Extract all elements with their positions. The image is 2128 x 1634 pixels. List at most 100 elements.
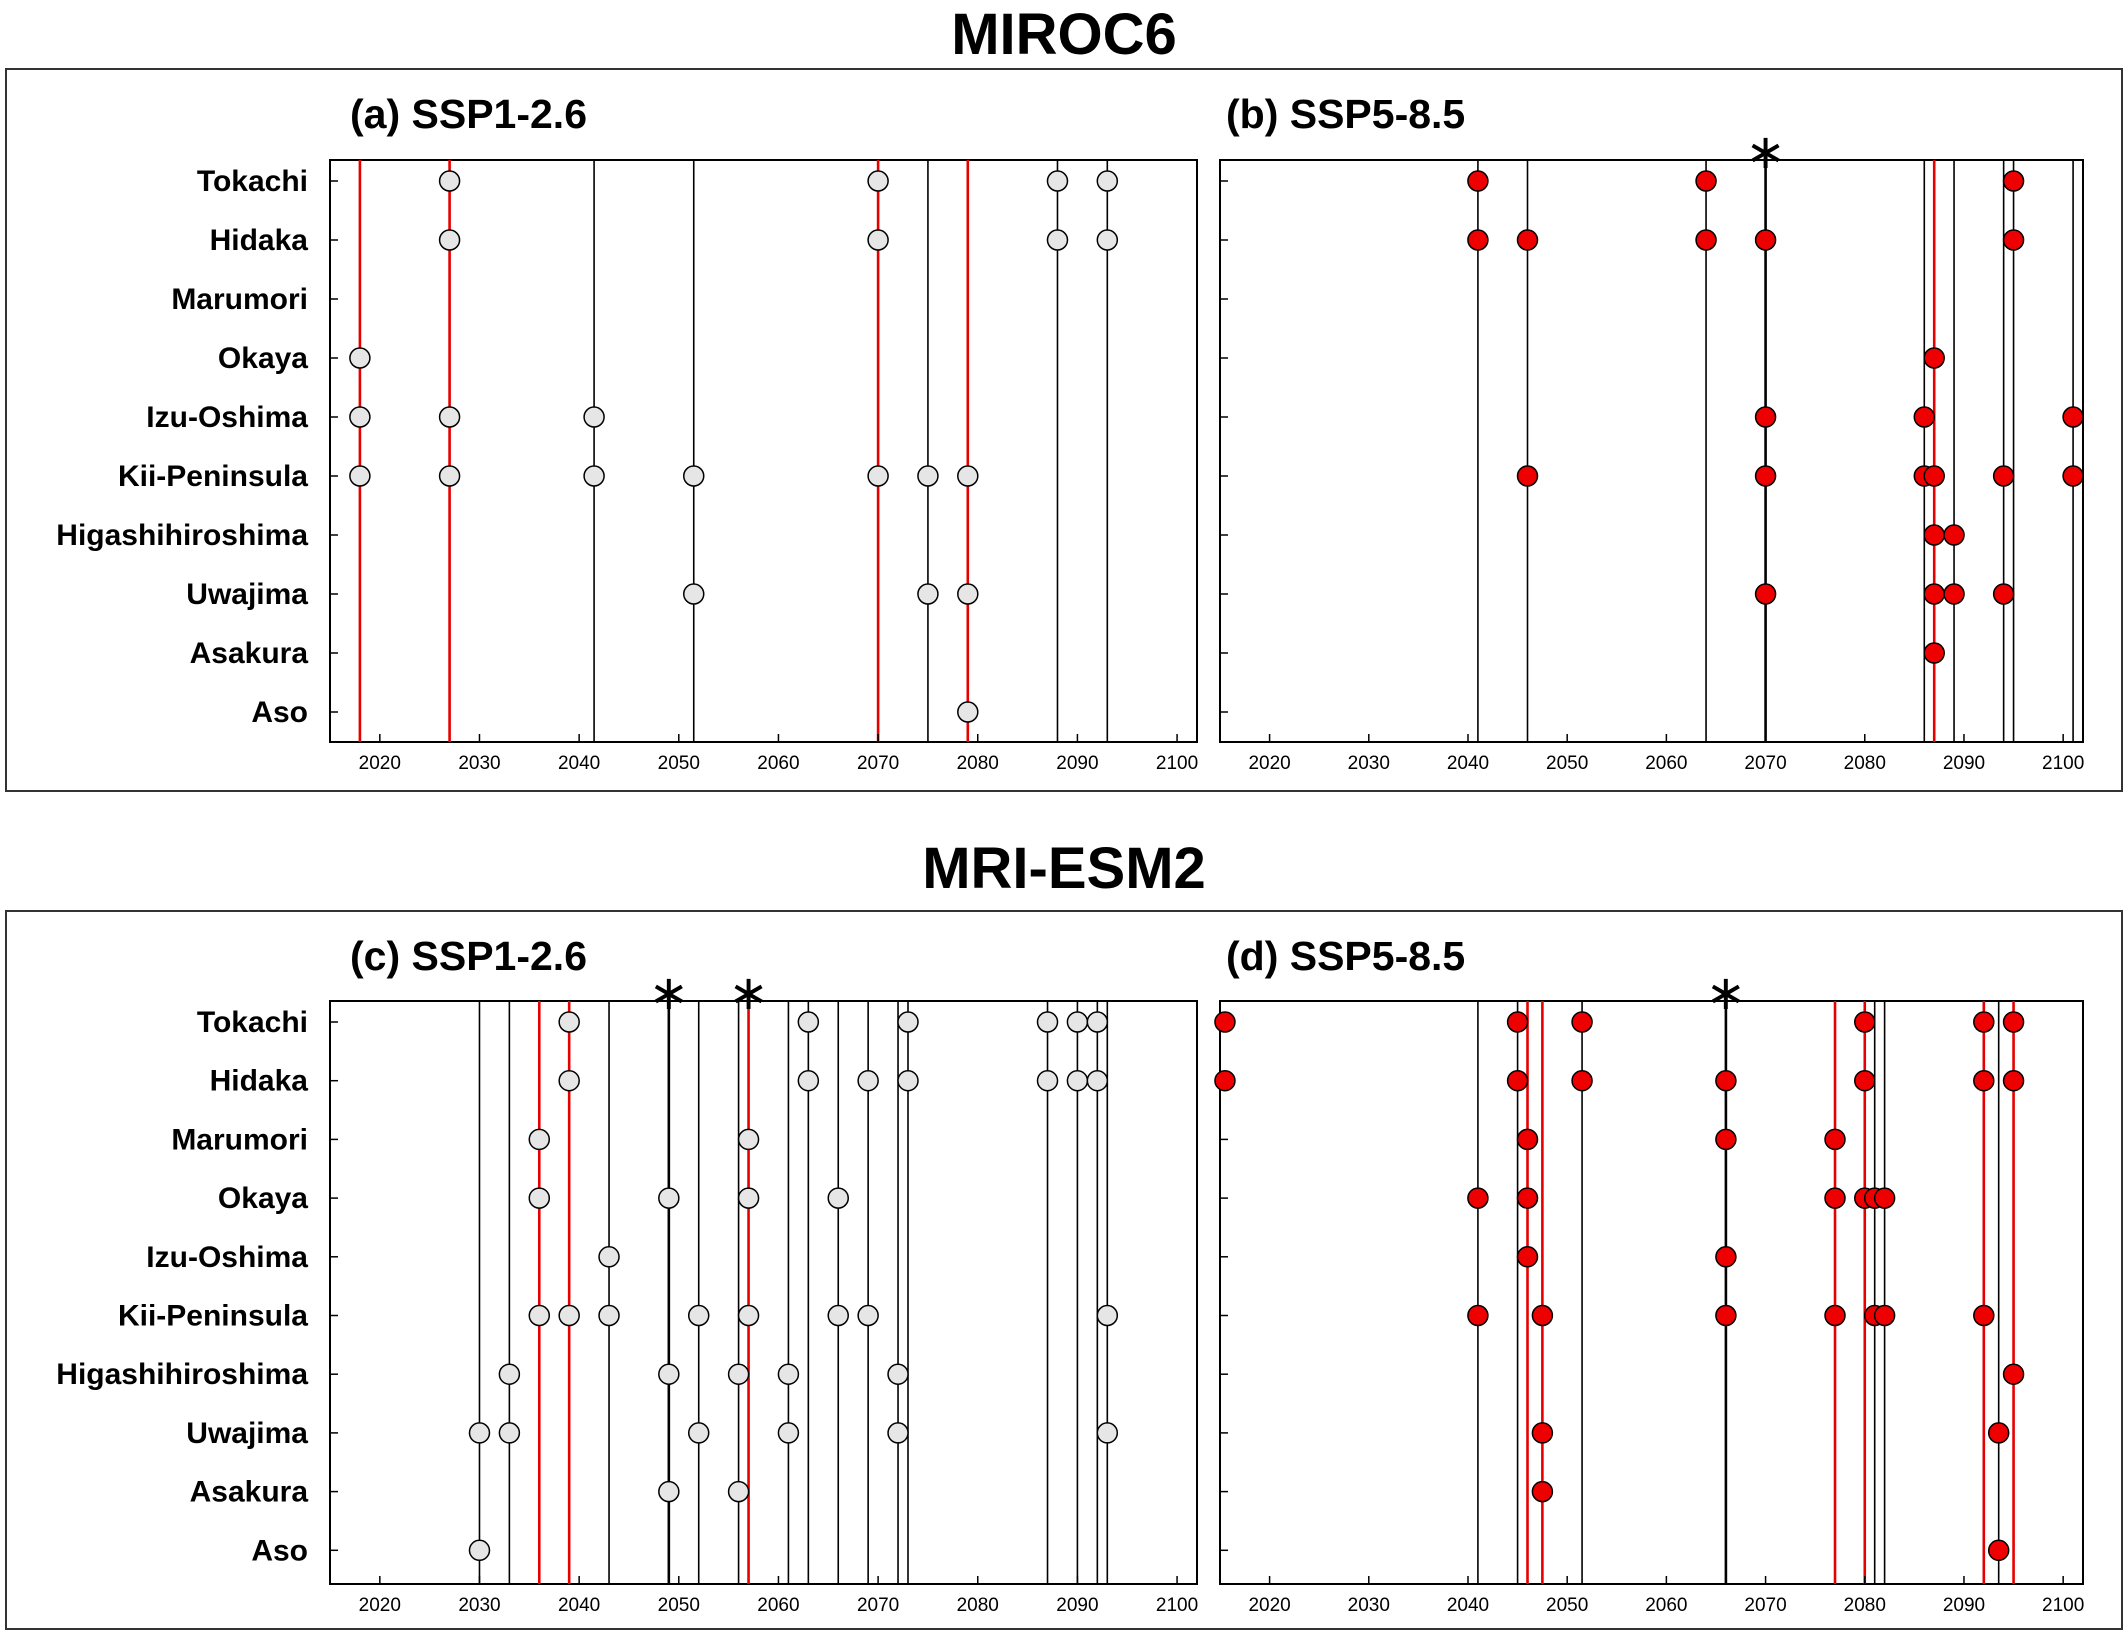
panel-a-point-izu-oshima [438, 406, 461, 428]
panel-c-x-tick-label: 2070 [857, 1595, 899, 1616]
panel-d-point-izu-oshima [1715, 1246, 1737, 1268]
site-label-izu-oshima: Izu-Oshima [146, 401, 308, 434]
panel-c-point-kii-peninsula [857, 1304, 879, 1327]
panel-d-x-tick-label: 2060 [1645, 1595, 1687, 1616]
panel-d-point-hidaka [1571, 1069, 1593, 1092]
panel-c-x-tick-label: 2020 [359, 1595, 401, 1616]
panel-b-point-higashihiroshima [1923, 524, 1945, 546]
panel-a-x-tick-label: 2040 [558, 753, 600, 774]
panel-d-point-hidaka [1715, 1069, 1737, 1092]
panel-c-point-higashihiroshima [727, 1363, 750, 1385]
model-frame-mri-esm2 [5, 910, 2123, 1630]
site-label-marumori: Marumori [171, 283, 308, 316]
panel-c-point-hidaka [857, 1069, 879, 1092]
panel-d-point-tokachi [2002, 1011, 2025, 1033]
panel-d-point-marumori [1516, 1128, 1539, 1151]
panel-d-point-marumori [1715, 1128, 1737, 1151]
panel-b-point-hidaka [1516, 229, 1539, 251]
panel-a-point-tokachi [1046, 170, 1069, 192]
site-label-hidaka: Hidaka [210, 224, 309, 257]
panel-d-title: (d) SSP5-8.5 [1226, 933, 1465, 979]
panel-b-point-uwajima [1992, 583, 2015, 605]
panel-b-x-tick-label: 2060 [1645, 753, 1687, 774]
panel-d-x-tick-label: 2050 [1546, 1595, 1588, 1616]
panel-a-x-tick-label: 2090 [1056, 753, 1098, 774]
panel-a-point-kii-peninsula [867, 465, 889, 487]
panel-d-point-tokachi [1506, 1011, 1529, 1033]
panel-c-x-tick-label: 2030 [458, 1595, 500, 1616]
panel-d-point-tokachi [1973, 1011, 1995, 1033]
panel-b-point-kii-peninsula [2062, 465, 2084, 487]
panel-d-point-okaya [1873, 1187, 1896, 1209]
panel-a-point-kii-peninsula [349, 465, 371, 487]
panel-c-point-izu-oshima [598, 1246, 620, 1268]
panel-d-point-kii-peninsula [1973, 1304, 1995, 1327]
panel-d-x-tick-label: 2030 [1348, 1595, 1390, 1616]
panel-d-point-uwajima [1531, 1422, 1554, 1444]
panel-c-point-uwajima [468, 1422, 491, 1444]
panel-b-point-uwajima [1754, 583, 1777, 605]
panel-a-x-tick-label: 2060 [757, 753, 799, 774]
panel-d-point-asakura [1531, 1480, 1554, 1503]
panel-c-point-hidaka [797, 1069, 820, 1092]
panel-b-x-tick-label: 2090 [1943, 753, 1985, 774]
panel-d-point-marumori [1824, 1128, 1846, 1151]
panel-b-x-tick-label: 2080 [1844, 753, 1886, 774]
panel-b-point-higashihiroshima [1943, 524, 1965, 546]
panel-b-point-uwajima [1943, 583, 1965, 605]
panel-d-x-tick-label: 2070 [1744, 1595, 1786, 1616]
panel-d-point-tokachi [1214, 1011, 1236, 1033]
panel-d-point-higashihiroshima [2002, 1363, 2025, 1385]
panel-b-point-izu-oshima [1913, 406, 1936, 428]
site-label-okaya: Okaya [218, 342, 308, 375]
panel-c-asterisk: ∗ [649, 965, 689, 1021]
model-frame-miroc6 [5, 68, 2123, 792]
panel-d-point-kii-peninsula [1467, 1304, 1489, 1327]
site-label-asakura: Asakura [190, 637, 309, 670]
panel-b-point-hidaka [2002, 229, 2025, 251]
panel-d-point-kii-peninsula [1873, 1304, 1896, 1327]
panel-c-point-kii-peninsula [687, 1304, 710, 1327]
panel-c-title: (c) SSP1-2.6 [350, 933, 587, 979]
panel-c-x-tick-label: 2060 [757, 1595, 799, 1616]
panel-c-point-tokachi [1066, 1011, 1089, 1033]
site-label-hidaka: Hidaka [210, 1065, 309, 1098]
site-label-kii-peninsula: Kii-Peninsula [118, 460, 308, 493]
panel-d-point-kii-peninsula [1715, 1304, 1737, 1327]
panel-d-x-tick-label: 2020 [1248, 1595, 1290, 1616]
panel-a-x-tick-label: 2030 [458, 753, 500, 774]
panel-b-title: (b) SSP5-8.5 [1226, 91, 1465, 137]
panel-c-point-kii-peninsula [558, 1304, 580, 1327]
panel-c-x-tick-label: 2100 [1156, 1595, 1198, 1616]
panel-c-point-marumori [737, 1128, 760, 1151]
panel-d-point-hidaka [1214, 1069, 1236, 1092]
panel-a-point-izu-oshima [583, 406, 605, 428]
panel-b-point-asakura [1923, 642, 1945, 664]
panel-b-point-izu-oshima [2062, 406, 2084, 428]
panel-a-x-tick-label: 2050 [658, 753, 700, 774]
panel-b-point-kii-peninsula [1923, 465, 1945, 487]
panel-d-point-okaya [1824, 1187, 1846, 1209]
panel-d-point-kii-peninsula [1531, 1304, 1554, 1327]
panel-a-point-tokachi [867, 170, 889, 192]
panel-d-point-tokachi [1854, 1011, 1876, 1033]
site-label-okaya: Okaya [218, 1182, 308, 1215]
panel-d-asterisk: ∗ [1706, 965, 1746, 1021]
panel-c-x-tick-label: 2050 [658, 1595, 700, 1616]
panel-c-point-okaya [658, 1187, 680, 1209]
panel-b-point-kii-peninsula [1992, 465, 2015, 487]
panel-b-point-tokachi [2002, 170, 2025, 192]
panel-c-asterisk: ∗ [728, 965, 768, 1021]
panel-a-point-hidaka [1096, 229, 1119, 251]
panel-c-point-aso [468, 1539, 491, 1562]
site-label-aso: Aso [251, 696, 308, 729]
panel-c-point-kii-peninsula [827, 1304, 849, 1327]
panel-c-point-hidaka [1066, 1069, 1089, 1092]
panel-c-point-kii-peninsula [737, 1304, 760, 1327]
site-label-asakura: Asakura [190, 1476, 309, 1509]
panel-c-point-okaya [737, 1187, 760, 1209]
panel-b-point-hidaka [1467, 229, 1489, 251]
site-label-izu-oshima: Izu-Oshima [146, 1241, 308, 1274]
panel-c-plot-area [329, 1000, 1198, 1585]
panel-a-point-uwajima [682, 583, 705, 605]
